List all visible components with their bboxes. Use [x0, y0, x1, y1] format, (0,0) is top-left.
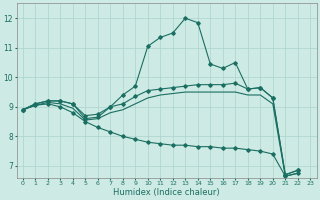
X-axis label: Humidex (Indice chaleur): Humidex (Indice chaleur) [113, 188, 220, 197]
